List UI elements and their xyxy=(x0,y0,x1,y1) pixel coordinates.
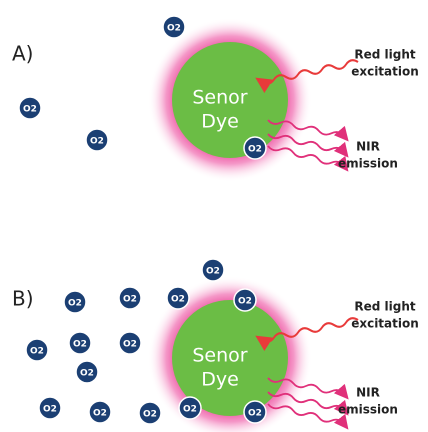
oxygen-molecule xyxy=(68,331,92,355)
oxygen-molecule xyxy=(85,128,109,152)
oxygen-molecule xyxy=(178,396,202,420)
oxygen-label: O2 xyxy=(143,410,157,420)
oxygen-molecule xyxy=(18,96,42,120)
excitation-label: excitation xyxy=(351,65,419,79)
dye-label: Dye xyxy=(201,111,239,133)
oxygen-label: O2 xyxy=(183,405,197,415)
oxygen-molecule xyxy=(138,401,162,425)
oxygen-label: O2 xyxy=(238,297,252,307)
oxygen-label: O2 xyxy=(93,409,107,419)
emission-label: NIR xyxy=(356,140,380,154)
oxygen-molecule xyxy=(25,338,49,362)
oxygen-label: O2 xyxy=(167,24,181,34)
oxygen-label: O2 xyxy=(123,340,137,350)
dye xyxy=(172,300,288,416)
emission-label: emission xyxy=(338,403,398,417)
oxygen-molecule xyxy=(118,286,142,310)
excitation-label: Red light xyxy=(354,300,416,314)
emission-arrow xyxy=(267,391,349,416)
emission-arrow xyxy=(267,403,349,430)
emission-arrow xyxy=(267,133,349,158)
excitation-arrow xyxy=(255,317,359,352)
emission-label: NIR xyxy=(356,386,380,400)
dye-label: Senor xyxy=(192,345,247,367)
oxygen-molecule xyxy=(75,360,99,384)
oxygen-molecule xyxy=(233,288,257,312)
dye xyxy=(172,42,288,158)
oxygen-molecule xyxy=(201,258,225,282)
excitation-label: Red light xyxy=(354,48,416,62)
oxygen-label: O2 xyxy=(206,267,220,277)
panel-label: A) xyxy=(12,42,33,66)
oxygen-label: O2 xyxy=(73,340,87,350)
panel-label: B) xyxy=(12,287,34,311)
oxygen-label: O2 xyxy=(23,105,37,115)
oxygen-molecule xyxy=(243,136,267,160)
emission-arrow xyxy=(267,377,349,400)
dye-label: Dye xyxy=(201,369,239,391)
oxygen-molecule xyxy=(88,400,112,424)
emission-arrow xyxy=(267,119,349,142)
oxygen-label: O2 xyxy=(30,347,44,357)
oxygen-label: O2 xyxy=(248,409,262,419)
oxygen-label: O2 xyxy=(43,405,57,415)
oxygen-molecule xyxy=(118,331,142,355)
excitation-arrow xyxy=(255,59,359,94)
oxygen-molecule xyxy=(166,286,190,310)
excitation-label: excitation xyxy=(351,317,419,331)
oxygen-label: O2 xyxy=(248,145,262,155)
dye-label: Senor xyxy=(192,87,247,109)
oxygen-label: O2 xyxy=(80,369,94,379)
oxygen-molecule xyxy=(162,15,186,39)
oxygen-label: O2 xyxy=(123,295,137,305)
oxygen-molecule xyxy=(243,400,267,424)
oxygen-label: O2 xyxy=(171,295,185,305)
oxygen-label: O2 xyxy=(90,137,104,147)
emission-arrow xyxy=(267,145,349,172)
oxygen-molecule xyxy=(63,290,87,314)
oxygen-label: O2 xyxy=(68,299,82,309)
emission-label: emission xyxy=(338,157,398,171)
oxygen-molecule xyxy=(38,396,62,420)
